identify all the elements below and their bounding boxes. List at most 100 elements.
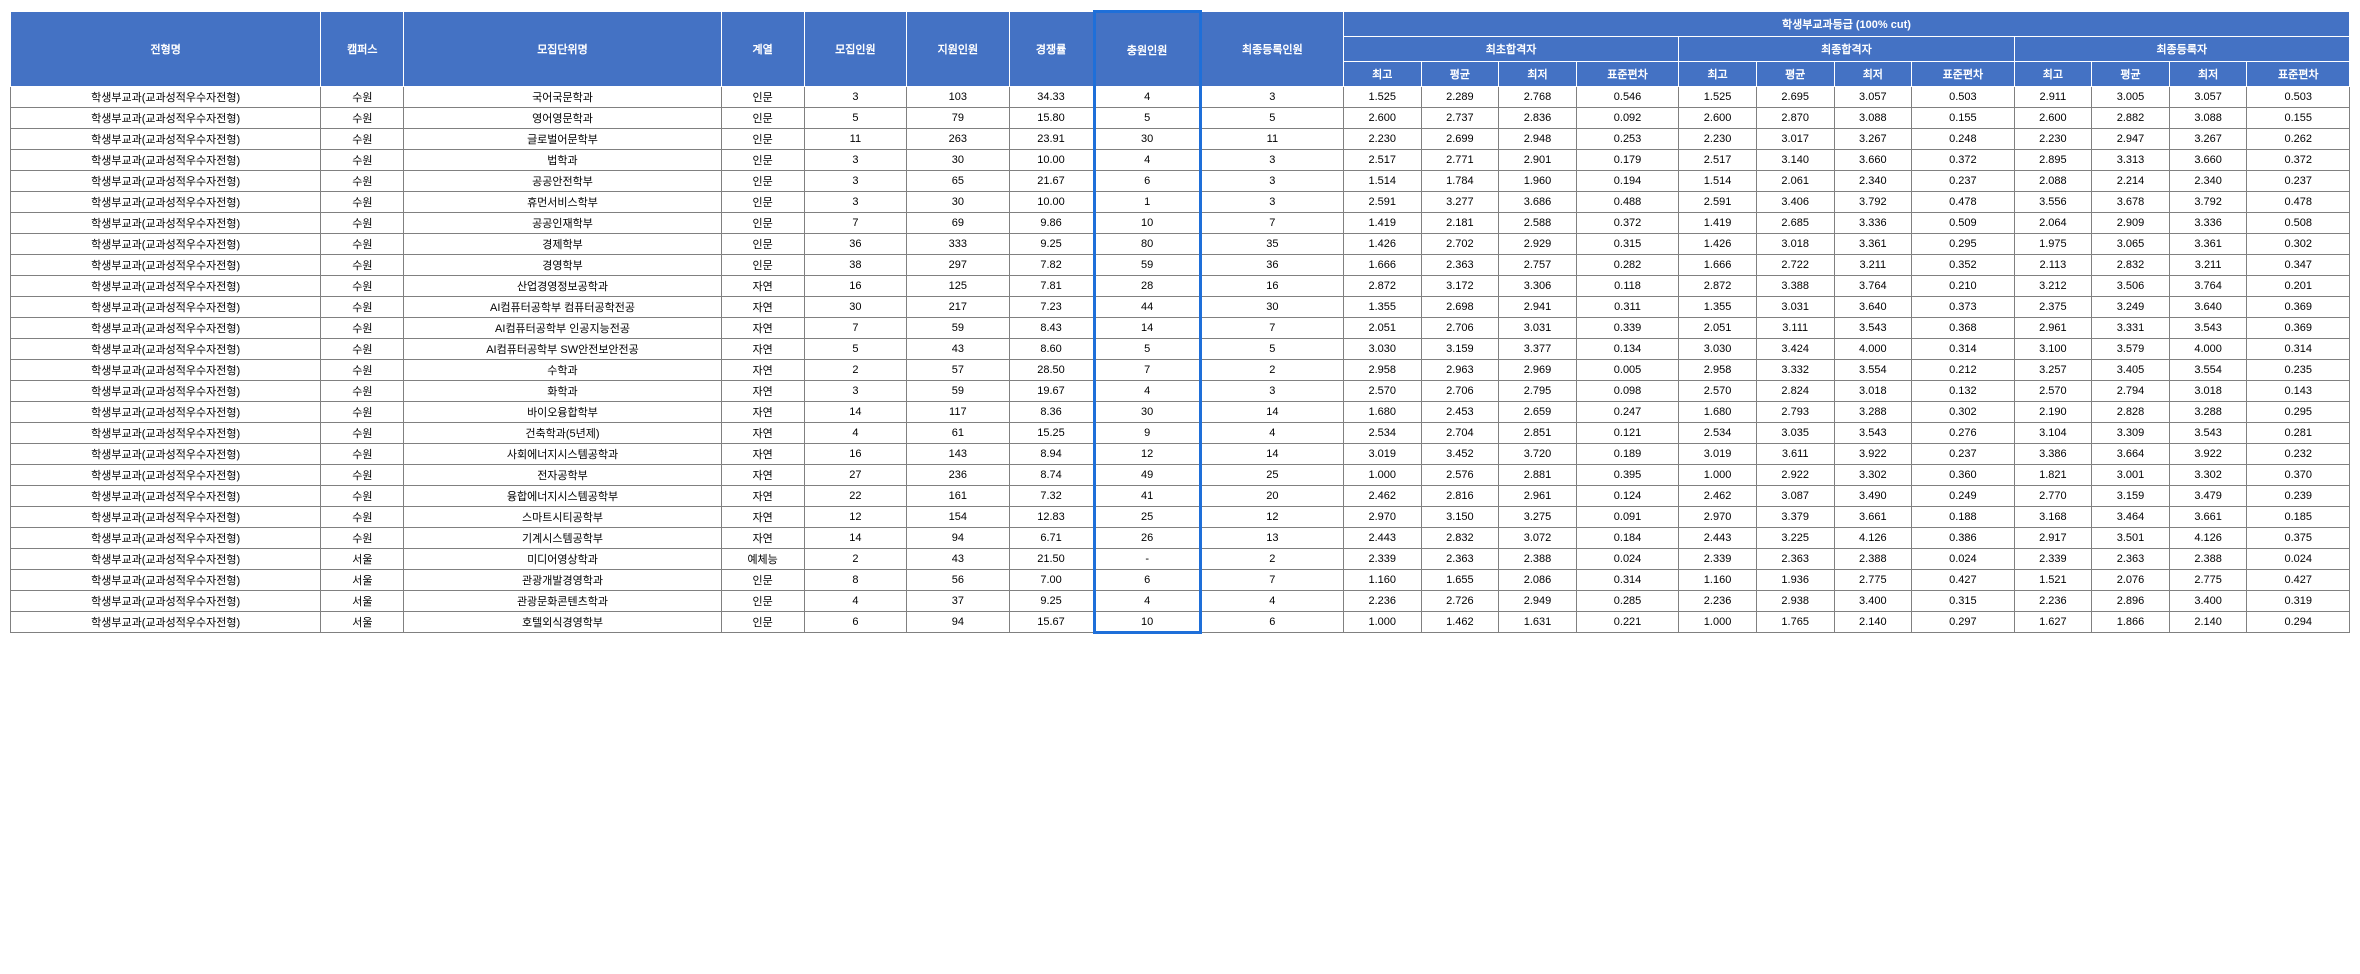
table-cell: 3.579 — [2092, 339, 2170, 360]
table-cell: 3.640 — [2169, 297, 2247, 318]
table-cell: 15.25 — [1009, 423, 1094, 444]
table-cell: 2.363 — [1421, 549, 1499, 570]
table-cell: 2.949 — [1499, 591, 1577, 612]
table-cell: 0.314 — [1912, 339, 2014, 360]
table-cell: 학생부교과(교과성적우수자전형) — [11, 423, 321, 444]
table-row: 학생부교과(교과성적우수자전형)수원수학과자연25728.50722.9582.… — [11, 360, 2350, 381]
table-cell: 30 — [907, 150, 1009, 171]
table-cell: 2.706 — [1421, 381, 1499, 402]
table-cell: 3.212 — [2014, 276, 2092, 297]
table-cell: 인문 — [721, 612, 804, 633]
table-cell: 자연 — [721, 318, 804, 339]
table-cell: 3.543 — [2169, 423, 2247, 444]
table-cell: 30 — [804, 297, 906, 318]
table-row: 학생부교과(교과성적우수자전형)수원화학과자연35919.67432.5702.… — [11, 381, 2350, 402]
table-cell: 2.896 — [2092, 591, 2170, 612]
table-cell: 학생부교과(교과성적우수자전형) — [11, 297, 321, 318]
table-cell: 3 — [804, 150, 906, 171]
table-cell: 5 — [804, 108, 906, 129]
table-cell: 2.947 — [2092, 129, 2170, 150]
table-cell: 3.031 — [1756, 297, 1834, 318]
table-cell: 0.237 — [1912, 171, 2014, 192]
table-cell: 1.666 — [1343, 255, 1421, 276]
table-cell: 36 — [804, 234, 906, 255]
table-cell: 1.514 — [1679, 171, 1757, 192]
table-cell: 0.386 — [1912, 528, 2014, 549]
col-track: 계열 — [721, 12, 804, 87]
table-cell: 2.698 — [1421, 297, 1499, 318]
table-cell: 0.302 — [1912, 402, 2014, 423]
table-cell: 0.395 — [1576, 465, 1678, 486]
table-cell: 3.288 — [2169, 402, 2247, 423]
table-cell: 0.194 — [1576, 171, 1678, 192]
table-cell: 인문 — [721, 234, 804, 255]
table-header: 전형명 캠퍼스 모집단위명 계열 모집인원 지원인원 경쟁률 충원인원 최종등록… — [11, 12, 2350, 87]
table-cell: 8 — [804, 570, 906, 591]
table-cell: 학생부교과(교과성적우수자전형) — [11, 381, 321, 402]
table-cell: 3.686 — [1499, 192, 1577, 213]
table-cell: 4 — [1094, 591, 1200, 612]
table-cell: 2.695 — [1756, 87, 1834, 108]
table-row: 학생부교과(교과성적우수자전형)수원공공안전학부인문36521.67631.51… — [11, 171, 2350, 192]
table-cell: 0.221 — [1576, 612, 1678, 633]
table-cell: 수원 — [321, 213, 404, 234]
table-cell: 2.901 — [1499, 150, 1577, 171]
table-cell: 국어국문학과 — [404, 87, 721, 108]
table-cell: 0.488 — [1576, 192, 1678, 213]
table-cell: 2.600 — [1679, 108, 1757, 129]
table-cell: 56 — [907, 570, 1009, 591]
table-cell: 5 — [1094, 108, 1200, 129]
table-cell: 학생부교과(교과성적우수자전형) — [11, 465, 321, 486]
table-cell: 2.591 — [1343, 192, 1421, 213]
table-cell: 16 — [804, 276, 906, 297]
table-cell: 11 — [804, 129, 906, 150]
table-cell: 3.678 — [2092, 192, 2170, 213]
table-cell: 2.453 — [1421, 402, 1499, 423]
table-cell: 인문 — [721, 171, 804, 192]
table-cell: 서울 — [321, 549, 404, 570]
table-cell: 5 — [1200, 108, 1343, 129]
col-additional: 충원인원 — [1094, 12, 1200, 87]
table-cell: 0.372 — [2247, 150, 2350, 171]
table-cell: 1.680 — [1343, 402, 1421, 423]
table-cell: 2.140 — [2169, 612, 2247, 633]
table-cell: 자연 — [721, 402, 804, 423]
table-cell: 수원 — [321, 297, 404, 318]
table-cell: 2.214 — [2092, 171, 2170, 192]
table-cell: 학생부교과(교과성적우수자전형) — [11, 528, 321, 549]
table-cell: 융합에너지시스템공학부 — [404, 486, 721, 507]
table-cell: 3.543 — [1834, 423, 1912, 444]
table-cell: 0.427 — [1912, 570, 2014, 591]
table-cell: 0.024 — [1576, 549, 1678, 570]
table-cell: 2.970 — [1343, 507, 1421, 528]
col-admission: 전형명 — [11, 12, 321, 87]
table-cell: 1.462 — [1421, 612, 1499, 633]
table-cell: 수원 — [321, 339, 404, 360]
table-cell: 0.315 — [1912, 591, 2014, 612]
col-quota: 모집인원 — [804, 12, 906, 87]
table-row: 학생부교과(교과성적우수자전형)수원글로벌어문학부인문1126323.91301… — [11, 129, 2350, 150]
table-cell: 9 — [1094, 423, 1200, 444]
table-cell: 3.018 — [2169, 381, 2247, 402]
table-cell: 글로벌어문학부 — [404, 129, 721, 150]
table-cell: 인문 — [721, 591, 804, 612]
table-cell: 1.975 — [2014, 234, 2092, 255]
table-cell: 19.67 — [1009, 381, 1094, 402]
col-ip-min: 최저 — [1499, 62, 1577, 87]
table-cell: 3.018 — [1834, 381, 1912, 402]
table-cell: 6 — [1094, 570, 1200, 591]
table-cell: 3 — [1200, 150, 1343, 171]
table-cell: 9.25 — [1009, 591, 1094, 612]
table-cell: 3.501 — [2092, 528, 2170, 549]
table-cell: 4 — [804, 591, 906, 612]
col-campus: 캠퍼스 — [321, 12, 404, 87]
table-cell: 2.339 — [1343, 549, 1421, 570]
table-cell: 1.666 — [1679, 255, 1757, 276]
table-cell: 3.275 — [1499, 507, 1577, 528]
col-initial-pass: 최초합격자 — [1343, 37, 1678, 62]
table-cell: 22 — [804, 486, 906, 507]
table-cell: 관광문화콘텐츠학과 — [404, 591, 721, 612]
table-cell: 125 — [907, 276, 1009, 297]
table-cell: 161 — [907, 486, 1009, 507]
table-cell: 2.828 — [2092, 402, 2170, 423]
